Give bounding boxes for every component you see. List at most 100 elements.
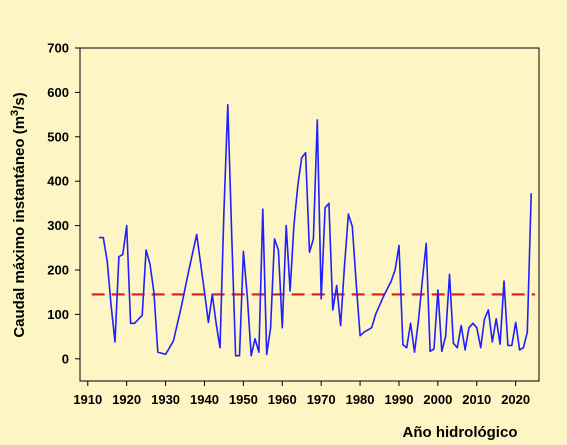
data-point (215, 322, 217, 324)
data-point (126, 225, 128, 227)
data-point (425, 242, 427, 244)
data-point (250, 355, 252, 357)
data-point (421, 280, 423, 282)
data-point (180, 307, 182, 309)
data-point (153, 291, 155, 293)
data-point (448, 273, 451, 276)
data-point (164, 353, 167, 355)
data-point (530, 193, 532, 195)
data-point (511, 344, 513, 347)
y-tick-label: 500 (47, 129, 69, 144)
y-tick-label: 100 (47, 307, 69, 322)
x-tick-label: 1980 (346, 392, 375, 407)
data-point (207, 321, 209, 323)
plot-frame (79, 47, 540, 382)
data-point (293, 225, 295, 227)
data-point (211, 293, 213, 296)
data-point (351, 225, 353, 228)
y-tick-label: 300 (47, 218, 69, 233)
y-axis-title: Caudal máximo instantáneo (m3/s) (9, 92, 28, 337)
data-point (320, 298, 322, 300)
data-point (258, 351, 260, 353)
data-point (413, 351, 416, 353)
data-point (491, 341, 493, 343)
x-tick-label: 1950 (229, 392, 258, 407)
data-point (503, 280, 505, 282)
x-tick-label: 2010 (462, 392, 491, 407)
x-tick-label: 1920 (112, 392, 141, 407)
data-point (270, 327, 272, 329)
data-point (445, 336, 447, 338)
data-point (262, 208, 264, 210)
data-point (441, 350, 443, 352)
data-point (122, 253, 124, 256)
data-point (157, 351, 159, 353)
data-point (390, 280, 392, 282)
data-point (328, 202, 330, 204)
data-point (382, 296, 385, 298)
data-point (472, 322, 474, 324)
x-axis-title: Año hidrológico (403, 424, 518, 441)
data-point (223, 211, 225, 213)
data-point (308, 251, 311, 253)
y-axis-title-end: /s) (11, 92, 28, 110)
x-tick-label: 1940 (190, 392, 219, 407)
data-point (118, 256, 120, 258)
data-point (394, 269, 396, 271)
data-point (355, 282, 357, 284)
data-point (515, 321, 517, 323)
data-point (332, 309, 334, 311)
data-point (231, 233, 233, 236)
data-point (227, 104, 229, 106)
data-point (238, 355, 241, 357)
data-point (363, 331, 365, 333)
data-point (172, 340, 174, 342)
data-point (277, 249, 279, 251)
data-point (518, 349, 521, 351)
x-tick-label: 1990 (385, 392, 414, 407)
x-axis: 1910 1920 1930 1940 1950 1960 1970 1980 1990 2000… (73, 381, 530, 407)
y-tick-label: 200 (47, 263, 69, 278)
data-point (301, 157, 303, 159)
data-point (129, 322, 132, 324)
data-point (316, 119, 318, 121)
x-tick-label: 1910 (73, 392, 102, 407)
data-point (464, 349, 466, 351)
data-point (343, 264, 346, 267)
data-point (106, 260, 108, 262)
data-point (145, 249, 147, 251)
x-tick-label: 1930 (151, 392, 180, 407)
data-point (266, 353, 268, 355)
data-point (347, 213, 349, 215)
x-tick-label: 1970 (307, 392, 336, 407)
x-tick-label: 2020 (501, 392, 530, 407)
data-point (499, 343, 501, 345)
data-point (526, 331, 528, 333)
data-point (402, 343, 404, 346)
data-point (133, 322, 136, 324)
data-point (234, 355, 237, 357)
data-point (305, 152, 307, 154)
data-point (406, 347, 408, 349)
data-point (340, 324, 342, 327)
data-point (410, 322, 412, 324)
data-point (487, 309, 490, 311)
data-point (456, 347, 458, 349)
data-point (507, 344, 509, 347)
data-point (149, 263, 151, 265)
y-axis-title-superscript: 3 (9, 110, 21, 116)
x-tick-label: 2000 (423, 392, 452, 407)
data-point (196, 233, 198, 236)
data-point (433, 348, 435, 350)
data-point (312, 238, 314, 240)
x-tick-label: 1960 (268, 392, 297, 407)
y-axis-title-main: Caudal máximo instantáneo (m (11, 116, 28, 338)
data-point (371, 327, 373, 329)
data-point (242, 250, 244, 252)
y-tick-label: 0 (62, 351, 69, 366)
data-point (359, 335, 361, 337)
data-point (452, 342, 455, 344)
data-point (483, 318, 486, 320)
data-point (188, 269, 190, 271)
